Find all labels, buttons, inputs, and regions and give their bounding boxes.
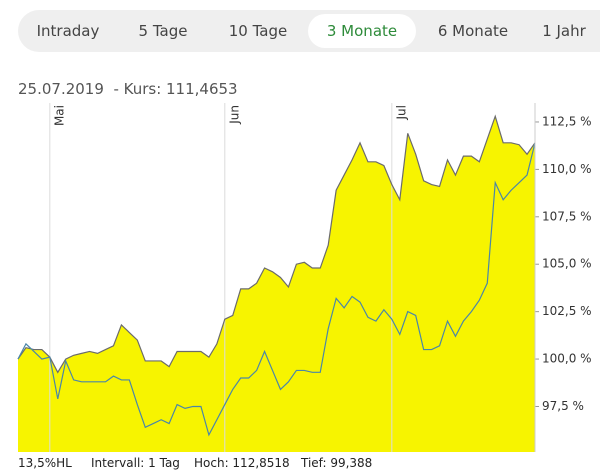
x-tick-label: Mai [52, 105, 66, 126]
interval: Intervall: 1 Tag [91, 456, 180, 470]
high: Hoch: 112,8518 [194, 456, 290, 470]
line [17, 114, 536, 374]
y-tick-label: 112,5 % [542, 114, 592, 128]
y-tick-label: 107,5 % [542, 209, 592, 223]
tab-bar: Intraday 5 Tage 10 Tage 3 Monate 6 Monate 1 J… [18, 10, 600, 52]
hl: 13,5%HL [18, 456, 72, 470]
tab[interactable]: 6 Monate [437, 22, 509, 40]
tab[interactable]: 5 Tage [138, 22, 188, 40]
y-tick-label: 102,5 % [542, 304, 592, 318]
y-tick-label: 100,0 % [542, 352, 592, 366]
tab[interactable]: Intraday [36, 22, 100, 40]
x-tick-label: Jul [394, 105, 408, 120]
header: 25.07.2019 - Kurs: 111,4653 [18, 80, 238, 98]
low: Tief: 99,388 [301, 456, 373, 470]
y-tick-label: 110,0 % [542, 162, 592, 176]
tab[interactable]: 10 Tage [228, 22, 288, 40]
tab[interactable]: 3 Monate [308, 14, 416, 48]
tab[interactable]: 1 Jahr [542, 22, 586, 40]
y-tick-label: 97,5 % [542, 399, 584, 413]
quote: - Kurs: 111,4653 [113, 80, 238, 98]
date: 25.07.2019 [18, 80, 104, 98]
y-tick-label: 105,0 % [542, 257, 592, 271]
area [18, 116, 535, 453]
line [17, 142, 536, 437]
x-tick-label: Jun [227, 105, 241, 125]
